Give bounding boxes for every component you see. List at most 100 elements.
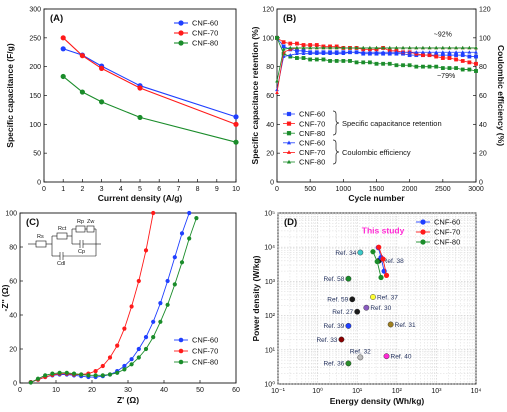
data-point-cnf-80-coulombic	[281, 47, 286, 51]
reference-point	[345, 322, 352, 329]
data-point-cnf-60-coulombic	[354, 50, 359, 54]
x-axis-label: Z' (Ω)	[117, 395, 139, 405]
data-point-cnf-70	[79, 53, 85, 59]
data-point-cnf-80	[137, 114, 143, 121]
data-point-cnf-80-coulombic	[361, 45, 366, 50]
y-tick-label: 100	[262, 35, 274, 42]
y-tick-label: 150	[29, 93, 41, 100]
data-point-cnf-80-coulombic	[295, 45, 299, 50]
y-tick-label: 10¹	[265, 347, 276, 354]
legend-label: CNF-80	[299, 158, 325, 167]
x-tick-label: 10²	[392, 388, 403, 395]
y-tick-label: 60	[266, 93, 274, 100]
circuit-warburg	[86, 225, 95, 233]
legend-label: CNF-60	[299, 139, 325, 148]
data-point-cnf-80	[60, 73, 66, 80]
data-point-cnf-80-retention	[447, 66, 452, 71]
data-point-cnf-80-retention	[401, 63, 405, 68]
data-point-cnf-60	[122, 363, 127, 369]
data-point-cnf-60-coulombic	[301, 51, 306, 56]
x-tick-label: 500	[304, 186, 316, 193]
data-point-cnf-80	[28, 380, 33, 385]
data-point-cnf-60	[187, 210, 192, 216]
legend-group-retention: Specific capacitance retention	[342, 119, 442, 128]
legend-label: CNF-70	[434, 228, 460, 237]
reference-label: Ref. 30	[370, 305, 391, 312]
data-point-cnf-80-coulombic	[374, 45, 379, 50]
y-tick-label: 80	[266, 64, 274, 71]
reference-label: Ref. 40	[391, 353, 412, 360]
x-tick-label: 10	[232, 186, 240, 193]
y2-axis-label: Coulombic efficiency (%)	[496, 45, 506, 146]
data-point-cnf-70-retention	[434, 54, 439, 59]
data-point-cnf-60-coulombic	[381, 50, 386, 54]
data-point-cnf-80-coulombic	[427, 45, 432, 50]
data-point-cnf-70	[115, 343, 120, 348]
legend-label: CNF-60	[192, 336, 218, 345]
data-point-cnf-80-coulombic	[334, 45, 339, 50]
y-tick-label: 40	[266, 122, 274, 129]
reference-label: Ref. 37	[377, 294, 398, 301]
reference-point	[363, 304, 370, 311]
annotation-79: ~79%	[437, 73, 455, 80]
data-point-cnf-80-coulombic	[454, 45, 458, 50]
data-point-cnf-60-coulombic	[401, 50, 405, 54]
data-point-cnf-80-retention	[434, 64, 439, 69]
x-tick-label: 20	[88, 387, 96, 394]
data-point-cnf-80-retention	[421, 64, 425, 69]
data-point-cnf-70-retention	[281, 40, 286, 45]
data-point-cnf-80-coulombic	[414, 45, 419, 50]
data-point-cnf-60-coulombic	[460, 50, 465, 54]
x-tick-label: 8	[196, 186, 200, 193]
data-point-cnf-70-retention	[295, 41, 299, 46]
circuit-label: Rs	[37, 234, 44, 240]
annotation-92: ~92%	[434, 31, 452, 38]
data-point-cnf-60-coulombic	[288, 53, 293, 57]
data-point-cnf-80-retention	[440, 66, 445, 71]
data-point-cnf-80-retention	[381, 61, 386, 66]
reference-point	[354, 308, 361, 315]
legend-marker	[420, 219, 426, 225]
data-point-cnf-80-coulombic	[394, 45, 399, 50]
data-point-cnf-70-retention	[421, 53, 425, 58]
data-point-cnf-80-coulombic	[407, 45, 412, 50]
x-tick-label: 40	[160, 387, 168, 394]
x-tick-label: 1000	[336, 186, 352, 193]
circuit-label: Rp	[77, 219, 84, 225]
data-point-cnf-80-coulombic	[341, 45, 346, 50]
y2-tick-label: 20	[479, 151, 487, 158]
panel-label: (C)	[26, 217, 39, 228]
x-tick-label: 5	[138, 186, 142, 193]
data-point-cnf-80	[378, 274, 384, 281]
data-point-cnf-80-retention	[427, 64, 432, 69]
equivalent-circuit: Rs Rct Rp Zw Cdl Cp	[28, 219, 101, 267]
reference-label: Ref. 27	[332, 309, 353, 316]
legend-label: CNF-80	[192, 39, 218, 48]
data-point-cnf-70-retention	[288, 41, 293, 46]
y-tick-label: 10³	[265, 279, 276, 286]
y-tick-label: 20	[266, 151, 274, 158]
data-point-cnf-80	[115, 370, 120, 375]
y-tick-label: 120	[262, 7, 274, 14]
data-point-cnf-60-coulombic	[341, 51, 346, 56]
data-point-cnf-60	[129, 357, 134, 362]
legend-marker	[178, 20, 184, 26]
data-point-cnf-60	[165, 278, 170, 284]
data-point-cnf-80-coulombic	[288, 45, 293, 50]
data-point-cnf-80-coulombic	[308, 45, 313, 50]
data-point-cnf-80	[129, 362, 134, 367]
y-axis-label: Power density (W/kg)	[251, 255, 261, 341]
y-tick-label: 300	[29, 7, 41, 14]
data-point-cnf-70	[129, 304, 134, 309]
data-point-cnf-60-coulombic	[308, 51, 313, 56]
data-point-cnf-80	[86, 373, 91, 378]
reference-point	[349, 296, 356, 303]
data-point-cnf-80	[370, 249, 376, 255]
data-point-cnf-80-retention	[334, 59, 339, 63]
legend-label: CNF-60	[434, 218, 460, 227]
reference-point	[338, 336, 345, 343]
circuit-resistor	[35, 240, 47, 248]
data-point-cnf-80-retention	[407, 63, 412, 68]
data-point-cnf-70-retention	[467, 60, 472, 65]
